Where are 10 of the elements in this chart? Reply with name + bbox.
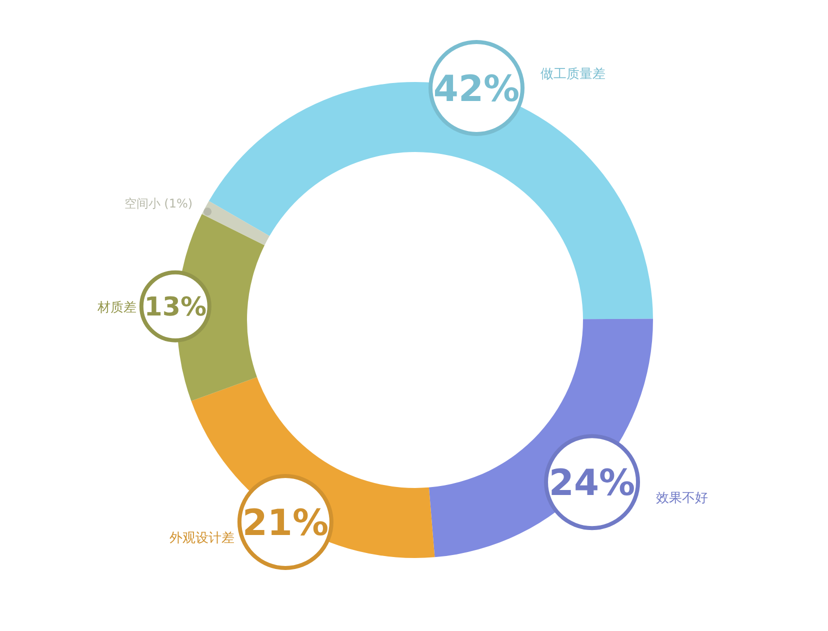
data-label: 42%: [433, 68, 520, 110]
donut-slice: [202, 201, 270, 246]
slice-label: 效果不好: [656, 491, 708, 506]
slice-label: 空间小 (1%): [124, 196, 193, 211]
data-label: 13%: [144, 292, 207, 323]
slice-label: 材质差: [96, 300, 136, 316]
slice-label: 外观设计差: [169, 531, 234, 546]
slice-label: 做工质量差: [540, 67, 606, 82]
data-label: 24%: [548, 463, 636, 504]
data-label: 21%: [242, 502, 329, 544]
